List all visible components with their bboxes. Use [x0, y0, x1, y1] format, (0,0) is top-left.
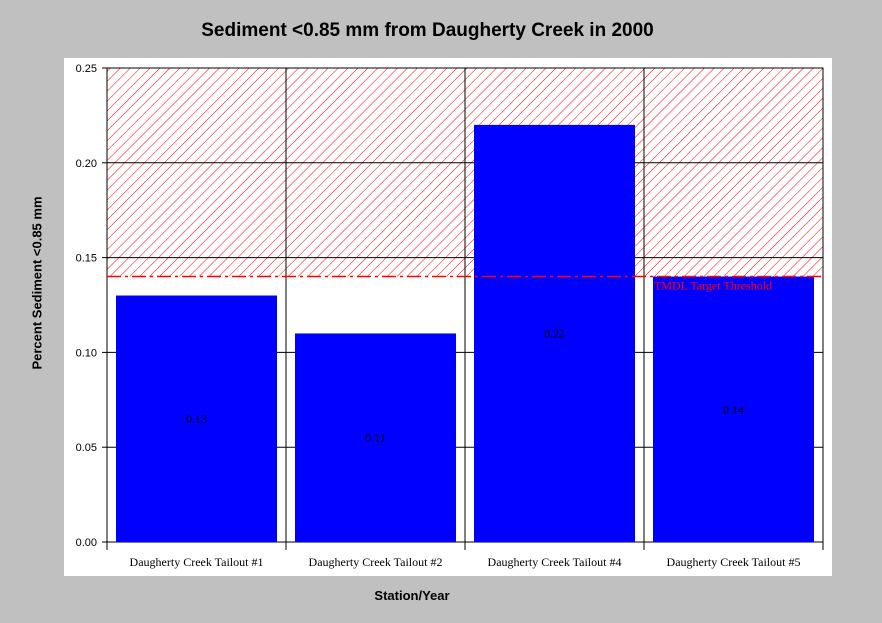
data-label: 0.14 [723, 402, 744, 416]
data-label: 0.22 [544, 326, 565, 340]
y-tick-label: 0.20 [76, 158, 97, 170]
bar [474, 124, 635, 542]
bar [295, 333, 456, 542]
chart-title: Sediment <0.85 mm from Daugherty Creek i… [201, 20, 654, 41]
x-tick-label: Daugherty Creek Tailout #4 [488, 555, 622, 569]
y-tick-label: 0.25 [76, 63, 97, 75]
threshold-label: TMDL Target Threshold [654, 279, 772, 293]
data-label: 0.11 [365, 431, 386, 445]
x-tick-label: Daugherty Creek Tailout #2 [309, 555, 443, 569]
y-tick-label: 0.10 [76, 347, 97, 359]
x-axis-label: Station/Year [374, 588, 450, 603]
bar [653, 276, 814, 542]
data-label: 0.13 [186, 412, 207, 426]
y-tick-label: 0.00 [76, 537, 97, 549]
y-tick-label: 0.15 [76, 253, 97, 265]
x-tick-label: Daugherty Creek Tailout #5 [667, 555, 801, 569]
y-tick-label: 0.05 [76, 442, 97, 454]
x-tick-label: Daugherty Creek Tailout #1 [130, 555, 264, 569]
bar [116, 295, 277, 542]
